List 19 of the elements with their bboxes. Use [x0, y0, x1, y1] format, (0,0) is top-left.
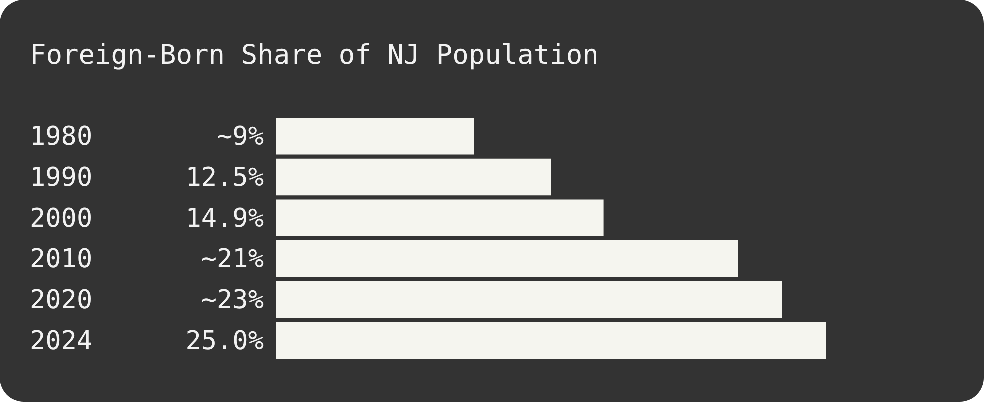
bar: [276, 118, 474, 155]
data-label: 12.5%: [186, 163, 264, 193]
y-tick-label: 2020: [30, 286, 93, 316]
bar: [276, 200, 604, 236]
data-label: 25.0%: [186, 326, 264, 356]
y-tick-label: 2010: [30, 244, 93, 275]
y-tick-label: 2024: [30, 326, 93, 356]
y-tick-label: 1990: [30, 163, 93, 193]
bar: [276, 281, 782, 318]
data-label: ~21%: [201, 244, 264, 275]
chart-title: Foreign-Born Share of NJ Population: [30, 40, 599, 71]
bar: [276, 322, 826, 359]
data-label: ~9%: [217, 122, 264, 152]
bar: [276, 158, 551, 196]
bar: [276, 240, 738, 278]
data-label: ~23%: [201, 286, 264, 316]
y-tick-label: 2000: [30, 204, 93, 234]
y-tick-label: 1980: [30, 122, 93, 152]
data-label: 14.9%: [186, 204, 264, 234]
